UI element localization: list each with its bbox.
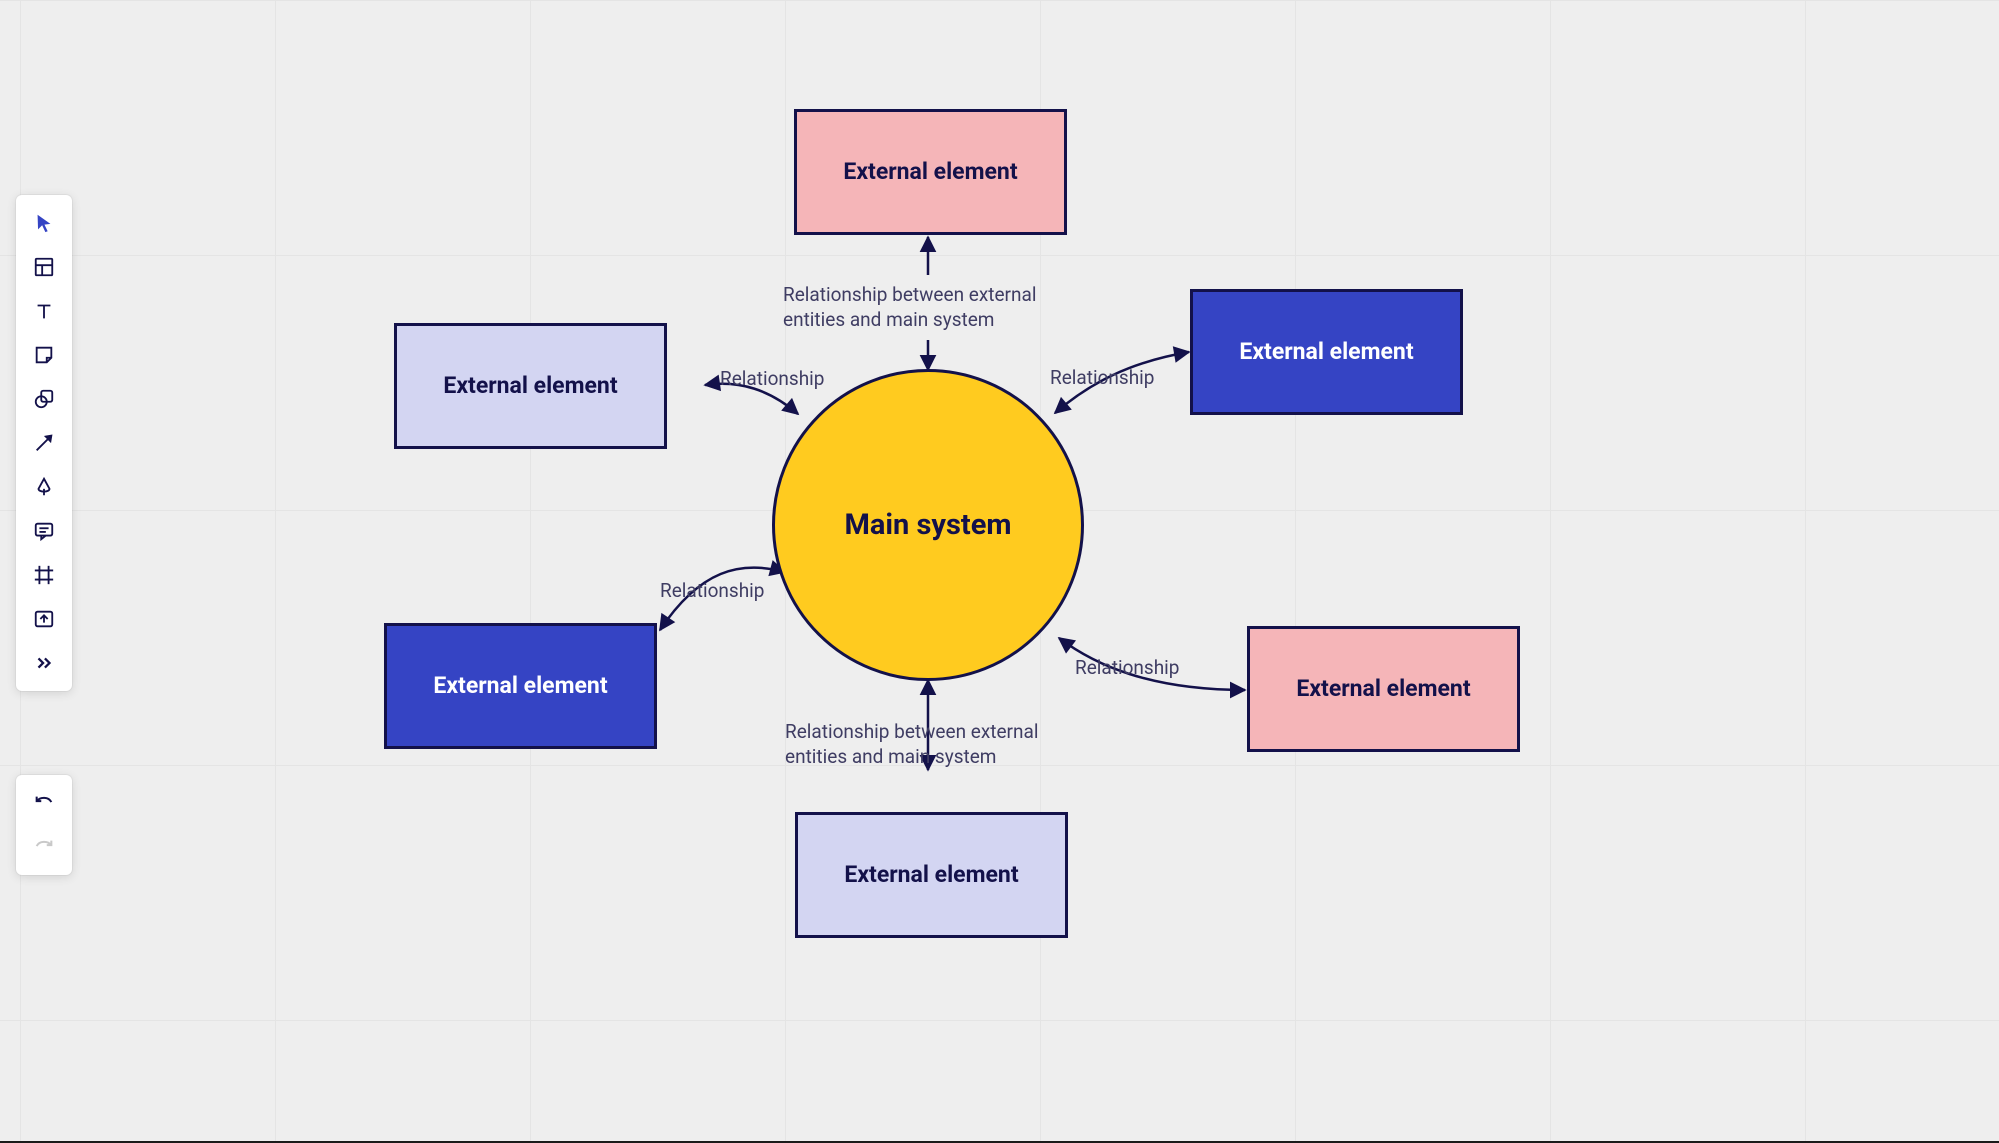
main-system-label: Main system bbox=[844, 507, 1011, 543]
upload-tool[interactable] bbox=[22, 597, 66, 641]
text-tool[interactable] bbox=[22, 289, 66, 333]
external-element-label: External element bbox=[843, 158, 1017, 187]
diagram-canvas[interactable]: Main system External element External ele… bbox=[0, 0, 1999, 1143]
more-tools[interactable] bbox=[22, 641, 66, 685]
comment-tool[interactable] bbox=[22, 509, 66, 553]
external-element-bottom-right[interactable]: External element bbox=[1247, 626, 1520, 752]
shapes-tool[interactable] bbox=[22, 377, 66, 421]
external-element-bottom[interactable]: External element bbox=[795, 812, 1068, 938]
external-element-label: External element bbox=[1239, 338, 1413, 367]
edge-label-e-top-right: Relationship bbox=[1050, 366, 1200, 391]
frame-tool[interactable] bbox=[22, 553, 66, 597]
external-element-label: External element bbox=[443, 372, 617, 401]
connector-tool[interactable] bbox=[22, 421, 66, 465]
external-element-label: External element bbox=[1296, 675, 1470, 704]
undo-button[interactable] bbox=[22, 781, 66, 825]
edge-label-e-top-left: Relationship bbox=[720, 367, 870, 392]
pen-tool[interactable] bbox=[22, 465, 66, 509]
undo-redo-panel bbox=[16, 775, 72, 875]
sticky-note-tool[interactable] bbox=[22, 333, 66, 377]
edge-label-e-bottom-left: Relationship bbox=[660, 579, 810, 604]
external-element-top-right[interactable]: External element bbox=[1190, 289, 1463, 415]
templates-tool[interactable] bbox=[22, 245, 66, 289]
main-system-node[interactable]: Main system bbox=[772, 369, 1084, 681]
edge-label-e-bottom-right: Relationship bbox=[1075, 656, 1225, 681]
edge-label-e-bottom: Relationship between external entities a… bbox=[785, 720, 1085, 769]
external-element-top-left[interactable]: External element bbox=[394, 323, 667, 449]
tool-palette bbox=[16, 195, 72, 691]
pointer-tool[interactable] bbox=[22, 201, 66, 245]
redo-button[interactable] bbox=[22, 825, 66, 869]
edge-label-e-top: Relationship between external entities a… bbox=[783, 283, 1083, 332]
external-element-bottom-left[interactable]: External element bbox=[384, 623, 657, 749]
external-element-label: External element bbox=[844, 861, 1018, 890]
external-element-label: External element bbox=[433, 672, 607, 701]
external-element-top[interactable]: External element bbox=[794, 109, 1067, 235]
